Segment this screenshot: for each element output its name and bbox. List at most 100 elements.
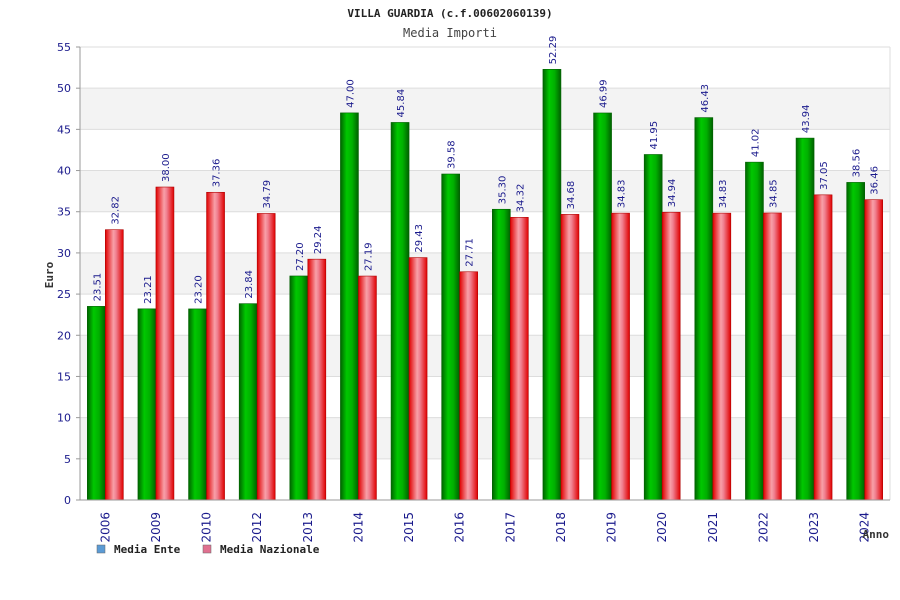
y-tick-label: 20 — [57, 329, 71, 342]
legend-label-media-ente: Media Ente — [114, 543, 181, 556]
value-label-media-nazionale-2015: 29.43 — [414, 224, 425, 253]
legend-swatch-media-nazionale — [202, 544, 212, 554]
bar-media-nazionale-2015 — [408, 257, 428, 501]
x-tick-label-2009: 2009 — [149, 512, 163, 543]
x-tick-label-2012: 2012 — [250, 512, 264, 543]
value-label-media-ente-2010: 23.20 — [194, 275, 205, 304]
value-label-media-nazionale-2014: 27.19 — [363, 242, 374, 271]
value-label-media-ente-2017: 35.30 — [497, 176, 508, 205]
value-label-media-ente-2012: 23.84 — [244, 270, 255, 299]
value-label-media-nazionale-2023: 37.05 — [819, 161, 830, 190]
value-label-media-nazionale-2016: 27.71 — [465, 238, 476, 267]
y-tick-label: 30 — [57, 247, 71, 260]
y-tick-label: 35 — [57, 206, 71, 219]
y-tick-label: 0 — [64, 494, 71, 507]
y-tick-label: 25 — [57, 288, 71, 301]
bar-media-ente-2021 — [694, 117, 714, 501]
value-label-media-nazionale-2009: 38.00 — [161, 153, 172, 182]
bar-media-nazionale-2009 — [155, 186, 175, 501]
bar-media-nazionale-2020 — [661, 211, 681, 501]
bar-media-ente-2014 — [340, 112, 359, 501]
bar-media-nazionale-2016 — [459, 271, 478, 501]
value-label-media-ente-2013: 27.20 — [295, 242, 306, 271]
x-tick-label-2022: 2022 — [756, 512, 770, 543]
x-tick-label-2024: 2024 — [858, 512, 872, 543]
grid-band — [80, 88, 890, 130]
bar-media-nazionale-2014 — [358, 275, 377, 501]
y-tick-label: 50 — [57, 82, 71, 95]
y-axis-label: Euro — [43, 261, 56, 288]
bar-media-ente-2016 — [441, 173, 460, 501]
value-label-media-ente-2015: 45.84 — [396, 89, 407, 118]
y-tick-label: 40 — [57, 165, 71, 178]
bar-media-ente-2022 — [745, 161, 764, 501]
x-tick-label-2010: 2010 — [200, 512, 214, 543]
value-labels: 23.51 32.82 23.21 38.00 23.20 37.36 23.84 34.79… — [92, 36, 880, 304]
x-tick-label-2013: 2013 — [301, 512, 315, 543]
x-tick-label-2019: 2019 — [605, 512, 619, 543]
bar-media-ente-2023 — [795, 137, 815, 501]
y-tick-label: 5 — [64, 453, 71, 466]
x-tick-label-2015: 2015 — [402, 512, 416, 543]
bar-media-ente-2015 — [390, 122, 410, 501]
bar-media-nazionale-2012 — [256, 213, 276, 501]
grid-band — [80, 129, 890, 171]
bar-media-nazionale-2010 — [206, 191, 225, 501]
chart-subtitle: Media Importi — [403, 26, 497, 40]
legend-label-media-nazionale: Media Nazionale — [220, 543, 320, 556]
legend-swatch-media-ente — [96, 544, 106, 554]
value-label-media-nazionale-2019: 34.83 — [617, 179, 628, 208]
y-tick-label: 10 — [57, 412, 71, 425]
value-label-media-ente-2021: 46.43 — [700, 84, 711, 113]
value-label-media-nazionale-2020: 34.94 — [667, 179, 678, 208]
x-tick-label-2017: 2017 — [503, 512, 517, 543]
bar-media-ente-2012 — [238, 303, 258, 501]
value-label-media-nazionale-2012: 34.79 — [262, 180, 273, 209]
y-tick-label: 55 — [57, 41, 71, 54]
bar-media-nazionale-2017 — [510, 217, 529, 501]
x-axis-label: Anno — [863, 528, 890, 541]
value-label-media-ente-2019: 46.99 — [599, 79, 610, 108]
value-label-media-ente-2024: 38.56 — [852, 149, 863, 178]
x-tick-label-2021: 2021 — [706, 512, 720, 543]
value-label-media-nazionale-2006: 32.82 — [110, 196, 121, 225]
bar-media-ente-2010 — [188, 308, 207, 501]
x-tick-label-2020: 2020 — [655, 512, 669, 543]
x-tick-label-2016: 2016 — [453, 512, 467, 543]
grid-band — [80, 47, 890, 89]
bar-media-nazionale-2006 — [105, 229, 124, 501]
chart-title: VILLA GUARDIA (c.f.00602060139) — [347, 7, 552, 20]
bar-media-ente-2006 — [87, 306, 106, 501]
y-tick-label: 45 — [57, 123, 71, 136]
value-label-media-ente-2006: 23.51 — [92, 273, 103, 302]
bar-media-ente-2020 — [643, 154, 663, 501]
bar-media-nazionale-2013 — [307, 258, 327, 501]
x-tick-label-2014: 2014 — [351, 512, 365, 543]
legend: Media Ente Media Nazionale — [96, 543, 320, 556]
value-label-media-ente-2009: 23.21 — [143, 275, 154, 304]
bars — [87, 69, 883, 501]
bar-media-nazionale-2019 — [611, 212, 630, 501]
x-axis-ticks: 2006 2009 2010 2012 2013 2014 2015 2016 2017 2018… — [98, 512, 871, 543]
value-label-media-nazionale-2018: 34.68 — [566, 181, 577, 210]
value-label-media-ente-2014: 47.00 — [345, 79, 356, 108]
x-tick-label-2023: 2023 — [807, 512, 821, 543]
bar-media-nazionale-2018 — [560, 214, 580, 501]
bar-media-ente-2013 — [289, 275, 309, 501]
bar-media-ente-2009 — [137, 308, 157, 501]
value-label-media-nazionale-2021: 34.83 — [718, 179, 729, 208]
x-tick-label-2018: 2018 — [554, 512, 568, 543]
y-tick-label: 15 — [57, 370, 71, 383]
x-tick-label-2006: 2006 — [98, 512, 112, 543]
bar-media-ente-2017 — [492, 208, 511, 501]
bar-media-ente-2024 — [846, 182, 865, 501]
value-label-media-nazionale-2013: 29.24 — [313, 226, 324, 255]
value-label-media-nazionale-2022: 34.85 — [768, 179, 779, 208]
bar-media-nazionale-2022 — [763, 212, 782, 501]
bar-media-nazionale-2021 — [712, 212, 732, 501]
value-label-media-nazionale-2024: 36.46 — [870, 166, 881, 195]
bar-media-ente-2019 — [593, 112, 612, 501]
bar-media-nazionale-2023 — [813, 194, 833, 501]
value-label-media-nazionale-2017: 34.32 — [515, 184, 526, 213]
